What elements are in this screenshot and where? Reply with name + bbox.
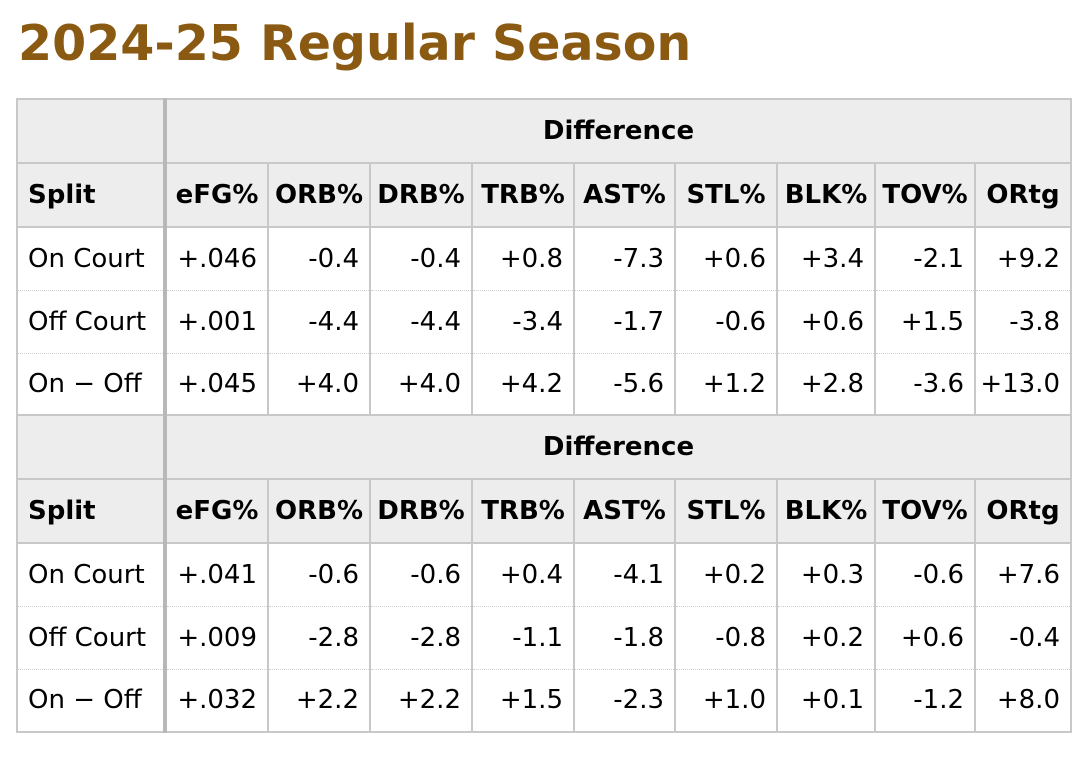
stat-cell: +.001 (164, 289, 269, 354)
stat-cell: -1.7 (573, 289, 676, 354)
stat-cell: -0.6 (369, 542, 473, 607)
stat-cell: -0.4 (369, 226, 473, 291)
stat-cell: +.046 (164, 226, 269, 291)
stat-cell: +1.2 (674, 352, 778, 417)
group-header-row: Difference (16, 98, 1072, 164)
column-header[interactable]: TRB% (471, 162, 575, 228)
split-label-cell: Off Court (16, 605, 167, 670)
stat-cell: +0.2 (776, 605, 876, 670)
stat-cell: +2.2 (267, 668, 371, 733)
group-header-label: Difference (164, 414, 1072, 480)
column-header[interactable]: STL% (674, 478, 778, 544)
stat-cell: -2.1 (874, 226, 976, 291)
stat-cell: +2.8 (776, 352, 876, 417)
stat-cell: -2.8 (267, 605, 371, 670)
stat-cell: +0.3 (776, 542, 876, 607)
stat-cell: +4.0 (267, 352, 371, 417)
table-row: On − Off +.032 +2.2 +2.2 +1.5 -2.3 +1.0 +0.1 -1.… (16, 668, 1072, 733)
page-title: 2024-25 Regular Season (18, 15, 692, 72)
column-header[interactable]: ORB% (267, 162, 371, 228)
split-label-cell: On Court (16, 542, 167, 607)
stat-cell: +0.6 (874, 605, 976, 670)
stat-cell: -4.4 (369, 289, 473, 354)
column-header[interactable]: BLK% (776, 478, 876, 544)
column-header[interactable]: eFG% (164, 478, 269, 544)
column-header[interactable]: Split (16, 478, 167, 544)
stat-cell: -0.6 (674, 289, 778, 354)
group-header-row: Difference (16, 414, 1072, 480)
column-header[interactable]: TOV% (874, 162, 976, 228)
stat-cell: +0.6 (776, 289, 876, 354)
stat-cell: -1.2 (874, 668, 976, 733)
stat-cell: +.041 (164, 542, 269, 607)
stat-cell: +0.2 (674, 542, 778, 607)
stat-cell: -4.4 (267, 289, 371, 354)
column-header[interactable]: ORtg (974, 478, 1072, 544)
stat-cell: -3.6 (874, 352, 976, 417)
stat-cell: +7.6 (974, 542, 1072, 607)
table-row: On Court +.046 -0.4 -0.4 +0.8 -7.3 +0.6 +3.4 -2.… (16, 226, 1072, 291)
group-header-blank (16, 414, 167, 480)
stat-cell: +.009 (164, 605, 269, 670)
column-header[interactable]: AST% (573, 478, 676, 544)
stat-cell: -2.3 (573, 668, 676, 733)
column-header[interactable]: DRB% (369, 478, 473, 544)
column-header[interactable]: TRB% (471, 478, 575, 544)
split-label-cell: On Court (16, 226, 167, 291)
column-header[interactable]: Split (16, 162, 167, 228)
stat-cell: +0.8 (471, 226, 575, 291)
stat-cell: -0.6 (267, 542, 371, 607)
table-row: Off Court +.001 -4.4 -4.4 -3.4 -1.7 -0.6 +0.6 +1… (16, 289, 1072, 354)
stat-cell: -1.8 (573, 605, 676, 670)
column-header[interactable]: TOV% (874, 478, 976, 544)
stat-cell: -0.4 (267, 226, 371, 291)
stat-cell: +9.2 (974, 226, 1072, 291)
column-header[interactable]: DRB% (369, 162, 473, 228)
column-header-row: Split eFG% ORB% DRB% TRB% AST% STL% BLK% TOV% ORt… (16, 162, 1072, 228)
column-header[interactable]: ORB% (267, 478, 371, 544)
stat-cell: -1.1 (471, 605, 575, 670)
column-header[interactable]: eFG% (164, 162, 269, 228)
stat-cell: +.045 (164, 352, 269, 417)
stat-cell: +4.2 (471, 352, 575, 417)
split-label-cell: On − Off (16, 352, 167, 417)
table-row: On − Off +.045 +4.0 +4.0 +4.2 -5.6 +1.2 +2.8 -3.… (16, 352, 1072, 417)
stat-cell: +0.6 (674, 226, 778, 291)
stat-cell: +4.0 (369, 352, 473, 417)
stat-cell: +3.4 (776, 226, 876, 291)
column-header[interactable]: STL% (674, 162, 778, 228)
stat-cell: +1.5 (471, 668, 575, 733)
column-header[interactable]: AST% (573, 162, 676, 228)
column-header-row: Split eFG% ORB% DRB% TRB% AST% STL% BLK% TOV% ORt… (16, 478, 1072, 544)
stat-cell: -2.8 (369, 605, 473, 670)
stat-cell: +.032 (164, 668, 269, 733)
stat-cell: -5.6 (573, 352, 676, 417)
split-label-cell: On − Off (16, 668, 167, 733)
column-header[interactable]: BLK% (776, 162, 876, 228)
stat-cell: -0.4 (974, 605, 1072, 670)
group-header-blank (16, 98, 167, 164)
table-row: Off Court +.009 -2.8 -2.8 -1.1 -1.8 -0.8 +0.2 +0… (16, 605, 1072, 670)
stat-cell: -7.3 (573, 226, 676, 291)
stat-cell: +1.5 (874, 289, 976, 354)
stat-cell: -4.1 (573, 542, 676, 607)
stat-cell: +0.1 (776, 668, 876, 733)
group-header-label: Difference (164, 98, 1072, 164)
stat-cell: +2.2 (369, 668, 473, 733)
stat-cell: +8.0 (974, 668, 1072, 733)
stat-cell: -0.8 (674, 605, 778, 670)
split-label-cell: Off Court (16, 289, 167, 354)
stat-cell: +13.0 (974, 352, 1072, 417)
stat-cell: -0.6 (874, 542, 976, 607)
stat-cell: -3.8 (974, 289, 1072, 354)
on-off-table: Difference Split eFG% ORB% DRB% TRB% AST% STL% B… (16, 414, 1072, 733)
stat-cell: +1.0 (674, 668, 778, 733)
table-row: On Court +.041 -0.6 -0.6 +0.4 -4.1 +0.2 +0.3 -0.… (16, 542, 1072, 607)
stat-cell: +0.4 (471, 542, 575, 607)
stat-cell: -3.4 (471, 289, 575, 354)
column-header[interactable]: ORtg (974, 162, 1072, 228)
on-off-table: Difference Split eFG% ORB% DRB% TRB% AST% STL% B… (16, 98, 1072, 417)
